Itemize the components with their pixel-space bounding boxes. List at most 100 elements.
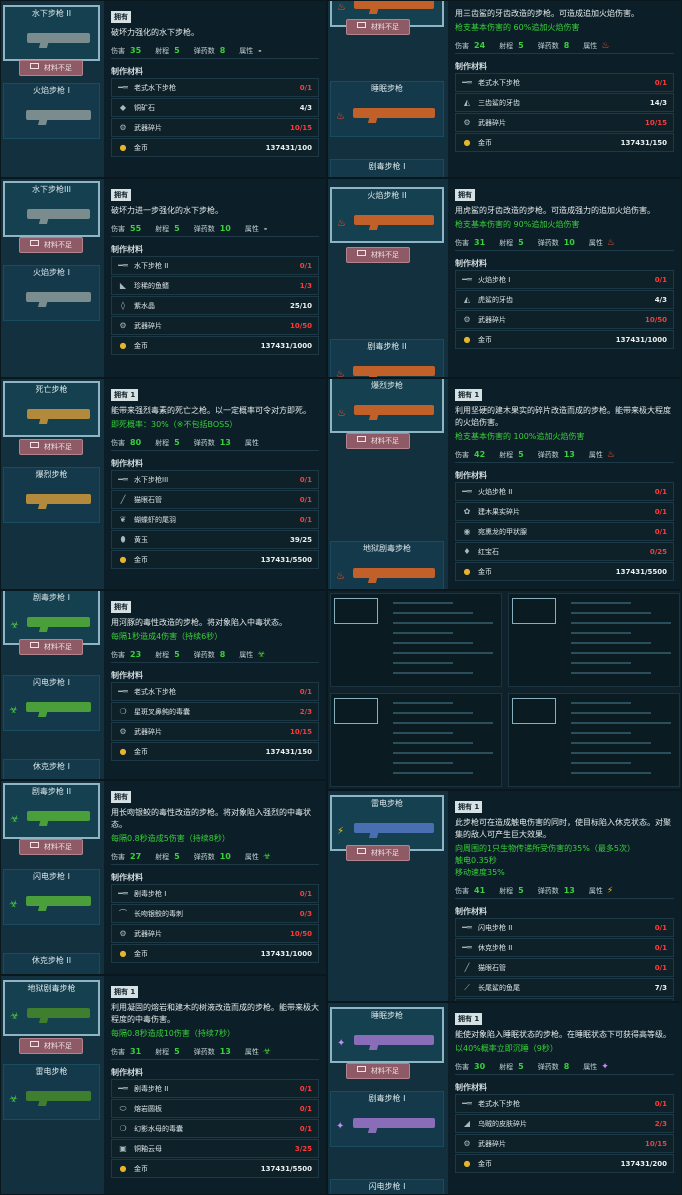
material-quantity: 4/3 <box>299 103 312 112</box>
weapon-card[interactable]: 剧毒步枪 II ☣ <box>3 783 100 839</box>
weapon-card[interactable]: 剧毒步枪 I♨ <box>330 159 444 177</box>
stat-label: 弹药数 <box>537 238 559 247</box>
weapon-list-sidebar[interactable]: 火焰步枪 II ♨ 材料不足剧毒步枪 II ♨ <box>328 179 448 377</box>
screenshot-panel: 火焰步枪 II ♨ 材料不足 剧毒步枪 II ♨ 拥有 用虎鲨的牙齿改造的步枪。可造成强力的… <box>327 178 682 378</box>
material-row: ━═ 火焰步枪 I 0/1 <box>455 270 674 289</box>
weapon-card[interactable]: 剧毒步枪 II ♨ <box>330 339 444 377</box>
weapon-card[interactable]: 睡眠步枪 ✦ <box>330 1007 444 1063</box>
screenshot-panel: 死亡步枪材料不足爆烈步枪 拥有 1 能带来强烈毒素的死亡之枪。以一定概率可令对方即死… <box>0 378 327 590</box>
weapon-card[interactable]: 死亡步枪 <box>3 381 100 437</box>
insufficient-materials-button[interactable]: 材料不足 <box>346 433 410 449</box>
material-name: 老式水下步枪 <box>478 1099 520 1108</box>
insufficient-materials-button[interactable]: 材料不足 <box>19 1038 83 1054</box>
stat-label: 伤害 <box>111 46 125 55</box>
weapon-card[interactable]: 地狱剧毒步枪 ☣ <box>3 980 100 1036</box>
weapon-list-sidebar[interactable]: 地狱剧毒步枪 ☣ 材料不足雷电步枪 ☣ <box>1 976 104 1194</box>
insufficient-materials-button[interactable]: 材料不足 <box>19 60 83 76</box>
material-row: ⚙ 武器碎片 10/15 <box>111 722 319 741</box>
weapon-detail-panel: 拥有 用长吻银鲛的毒性改造的步枪。将对象陷入强烈的中毒状态。 每隔0.8秒造成5伤害… <box>104 781 326 974</box>
weapon-card[interactable]: 水下步枪III <box>3 181 100 237</box>
material-quantity: 0/1 <box>299 1104 312 1113</box>
material-name: 铜釉云母 <box>134 1144 162 1153</box>
material-name: 宛熏龙的甲状腺 <box>478 527 527 536</box>
weapon-card[interactable]: 剧毒步枪 I ✦ <box>330 1091 444 1147</box>
weapon-list-sidebar[interactable]: 雷电步枪 ⚡ 材料不足 <box>328 791 448 1001</box>
weapon-list-sidebar[interactable]: 水下步枪 II 材料不足火焰步枪 I <box>1 1 104 177</box>
material-name: 剧毒步枪 II <box>134 1084 169 1093</box>
weapon-effect-text: 每隔0.8秒造成10伤害（持续7秒） <box>111 1029 235 1038</box>
weapon-list-sidebar[interactable]: 水下步枪III 材料不足火焰步枪 I <box>1 179 104 377</box>
stat-label: 弹药数 <box>537 450 559 459</box>
weapon-card[interactable]: 爆烈步枪 ♨ <box>330 379 444 433</box>
insufficient-materials-button[interactable]: 材料不足 <box>346 19 410 35</box>
fire-element-icon: ♨ <box>606 449 615 460</box>
stat-label: 射程 <box>155 438 170 447</box>
weapon-description: 破坏力进一步强化的水下步枪。 <box>111 206 223 215</box>
weapon-card[interactable]: 雷电步枪 ⚡ <box>330 795 444 851</box>
material-quantity: 10/15 <box>289 123 312 132</box>
materials-title: 制作材料 <box>111 67 143 76</box>
material-row: ━═ 老式水下步枪 0/1 <box>111 78 319 97</box>
weapon-card[interactable]: 地狱剧毒步枪 ♨ <box>330 541 444 589</box>
weapon-card[interactable]: 闪电步枪 I✦ <box>330 1179 444 1194</box>
screenshot-panel <box>327 590 682 790</box>
weapon-card-name: 水下步枪 II <box>31 9 72 18</box>
weapon-card[interactable]: 雷电步枪 ☣ <box>3 1064 100 1120</box>
insufficient-materials-button[interactable]: 材料不足 <box>19 639 83 655</box>
weapon-card[interactable]: 睡眠步枪 ♨ <box>330 81 444 137</box>
sleep-element-icon: ✦ <box>336 1121 345 1132</box>
mini-text-line <box>393 612 473 614</box>
material-quantity: 7/3 <box>654 983 667 992</box>
material-quantity: 10/50 <box>289 321 312 330</box>
weapon-effect-text: 枪支基本伤害的 100%追加火焰伤害 <box>455 432 585 441</box>
stat-value: 42 <box>474 450 486 459</box>
bio-element-icon: ☣ <box>9 705 18 716</box>
material-quantity: 137431/1000 <box>260 341 312 350</box>
material-row: ◭ 三齿鲨的牙齿 14/3 <box>455 93 674 112</box>
stat-value: 13 <box>563 450 575 459</box>
coin-icon: ● <box>119 143 127 152</box>
bio-element-icon: ☣ <box>9 899 18 910</box>
insufficient-materials-button[interactable]: 材料不足 <box>19 439 83 455</box>
weapon-card-name: 地狱剧毒步枪 <box>27 984 76 993</box>
insufficient-materials-button[interactable]: 材料不足 <box>19 839 83 855</box>
weapon-detail-panel: 拥有 1 能带来强烈毒素的死亡之枪。以一定概率可令对方即死。 即死概率：30%（※不… <box>104 379 326 589</box>
weapon-card[interactable]: 休克步枪 II☣ <box>3 953 100 974</box>
weapon-card[interactable]: 火焰步枪 II ♨ <box>330 187 444 243</box>
weapon-list-sidebar[interactable]: 死亡步枪材料不足爆烈步枪 <box>1 379 104 589</box>
rifle-image-icon <box>354 823 434 833</box>
material-quantity: 10/50 <box>289 929 312 938</box>
material-name: 珍稀的鱼鳍 <box>134 281 169 290</box>
weapon-card[interactable]: 休克步枪 I☣ <box>3 759 100 779</box>
material-row: ⬮ 黄玉 39/25 <box>111 530 319 549</box>
material-row: ⚙ 武器碎片 10/15 <box>455 113 674 132</box>
ruby-icon: ♦ <box>463 547 471 556</box>
insufficient-materials-button[interactable]: 材料不足 <box>346 845 410 861</box>
insufficient-materials-button[interactable]: 材料不足 <box>346 247 410 263</box>
weapon-card[interactable]: 火焰步枪 I <box>3 265 100 321</box>
insufficient-materials-button[interactable]: 材料不足 <box>346 1063 410 1079</box>
material-name: 星斑叉鼻鲀的毒囊 <box>134 707 190 716</box>
weapon-card[interactable]: 剧毒步枪 I ☣ <box>3 591 100 645</box>
insufficient-materials-button[interactable]: 材料不足 <box>19 237 83 253</box>
weapon-card[interactable]: 爆烈步枪 <box>3 467 100 523</box>
weapon-card[interactable]: 火焰步枪 I <box>3 83 100 139</box>
weapon-card[interactable]: 水下步枪 II <box>3 5 100 61</box>
material-quantity: 10/50 <box>644 315 667 324</box>
material-row: ━═ 剧毒步枪 I 0/1 <box>111 884 319 903</box>
material-row: ● 金币 137431/150 <box>455 133 674 152</box>
weapon-list-sidebar[interactable]: 爆烈步枪 ♨ 材料不足地狱剧毒步枪 ♨ <box>328 379 448 589</box>
coin-icon: ● <box>463 567 471 576</box>
weapon-card[interactable]: 闪电步枪 I ☣ <box>3 675 100 731</box>
stat-label: 射程 <box>155 650 170 659</box>
mini-text-line <box>571 632 631 634</box>
weapon-card[interactable]: 闪电步枪 I ☣ <box>3 869 100 925</box>
rifle-icon: ━═ <box>118 83 128 92</box>
stat-value: 23 <box>130 650 142 659</box>
mini-text-line <box>393 752 493 754</box>
rifle-icon: ━═ <box>118 261 128 270</box>
